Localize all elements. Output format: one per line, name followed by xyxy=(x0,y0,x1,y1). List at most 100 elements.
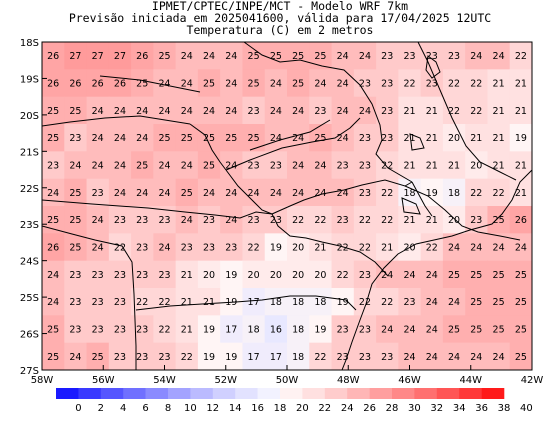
temp-cell xyxy=(487,342,511,370)
temp-cell xyxy=(242,233,266,262)
colorbar-tick-label: 14 xyxy=(229,403,242,414)
temp-value-label: 24 xyxy=(470,352,482,363)
temp-value-label: 24 xyxy=(92,106,104,117)
temp-value-label: 24 xyxy=(337,188,349,199)
temp-cell xyxy=(398,151,422,180)
temp-value-label: 22 xyxy=(493,188,505,199)
temp-value-label: 21 xyxy=(181,297,193,308)
colorbar-tick-label: 16 xyxy=(251,403,264,414)
temp-cell xyxy=(331,69,355,98)
title-line-3: Temperatura (C) em 2 metros xyxy=(186,23,374,37)
temp-value-label: 24 xyxy=(136,188,148,199)
temp-value-label: 23 xyxy=(69,270,81,281)
temp-value-label: 25 xyxy=(69,106,81,117)
colorbar-swatch xyxy=(459,388,482,399)
temp-value-label: 25 xyxy=(203,79,215,90)
temp-value-label: 25 xyxy=(470,270,482,281)
temp-cell xyxy=(331,151,355,180)
temp-cell xyxy=(64,96,88,125)
temp-value-label: 25 xyxy=(47,133,59,144)
temp-cell xyxy=(64,233,88,262)
temp-cell xyxy=(376,42,399,70)
temp-cell xyxy=(398,260,422,289)
colorbar-swatch xyxy=(123,388,146,399)
temp-value-label: 25 xyxy=(448,270,460,281)
temp-value-label: 24 xyxy=(158,106,170,117)
temp-value-label: 23 xyxy=(403,51,415,62)
temp-cell xyxy=(197,260,221,289)
temp-cell xyxy=(487,233,511,262)
temp-cell xyxy=(42,233,65,262)
temp-value-label: 20 xyxy=(248,270,260,281)
temp-cell xyxy=(108,69,132,98)
temp-cell xyxy=(108,288,132,316)
temp-cell xyxy=(353,42,377,70)
temp-value-label: 25 xyxy=(69,243,81,254)
temp-cell xyxy=(353,233,377,262)
temp-cell xyxy=(197,69,221,98)
temp-cell xyxy=(309,178,333,207)
temp-cell xyxy=(376,342,399,370)
temp-cell xyxy=(398,42,422,70)
temp-cell xyxy=(465,233,488,262)
temp-value-label: 24 xyxy=(136,106,148,117)
temp-value-label: 24 xyxy=(47,188,59,199)
temp-cell xyxy=(353,342,377,370)
temp-value-label: 23 xyxy=(114,352,126,363)
temp-value-label: 22 xyxy=(359,297,371,308)
temp-value-label: 19 xyxy=(225,270,237,281)
temp-value-label: 25 xyxy=(493,215,505,226)
temp-cell xyxy=(197,42,221,70)
temp-value-label: 24 xyxy=(270,106,282,117)
temp-cell xyxy=(353,151,377,180)
temp-value-label: 22 xyxy=(448,106,460,117)
temp-cell xyxy=(442,342,466,370)
temp-cell xyxy=(153,233,177,262)
temp-cell xyxy=(220,233,243,262)
temp-cell xyxy=(175,96,199,125)
temp-value-label: 20 xyxy=(314,270,326,281)
temp-value-label: 21 xyxy=(493,161,505,172)
colorbar-tick-label: 2 xyxy=(98,403,104,414)
temp-cell xyxy=(287,151,310,180)
temp-cell xyxy=(509,124,532,152)
temp-cell xyxy=(309,42,333,70)
temp-cell xyxy=(153,69,177,98)
temp-value-label: 24 xyxy=(270,79,282,90)
temp-cell xyxy=(331,42,355,70)
temp-value-label: 24 xyxy=(448,297,460,308)
lon-label: 52W xyxy=(214,375,237,386)
temp-cell xyxy=(220,42,243,70)
temp-value-label: 26 xyxy=(47,51,59,62)
temp-cell xyxy=(175,42,199,70)
temp-cell xyxy=(420,206,444,234)
temp-value-label: 27 xyxy=(92,51,104,62)
temp-cell xyxy=(86,206,110,234)
temp-cell xyxy=(509,42,532,70)
temp-value-label: 20 xyxy=(448,133,460,144)
temp-value-label: 24 xyxy=(448,352,460,363)
temp-cell xyxy=(175,315,199,344)
temp-cell xyxy=(398,69,422,98)
colorbar-swatch xyxy=(392,388,415,399)
temp-cell xyxy=(442,315,466,344)
temp-value-label: 21 xyxy=(426,215,438,226)
temp-value-label: 21 xyxy=(403,106,415,117)
temp-value-label: 24 xyxy=(203,51,215,62)
temp-value-label: 24 xyxy=(69,161,81,172)
temp-value-label: 25 xyxy=(248,79,260,90)
temp-cell xyxy=(86,124,110,152)
temp-value-label: 24 xyxy=(225,215,237,226)
temp-cell xyxy=(131,151,154,180)
temp-cell xyxy=(376,288,399,316)
temp-cell xyxy=(108,233,132,262)
temp-value-label: 22 xyxy=(403,79,415,90)
temp-value-label: 24 xyxy=(248,188,260,199)
colorbar-swatch xyxy=(280,388,303,399)
temp-value-label: 24 xyxy=(225,79,237,90)
temp-value-label: 24 xyxy=(292,161,304,172)
temp-cell xyxy=(398,288,422,316)
lat-label: 25S xyxy=(20,293,39,304)
temp-cell xyxy=(42,124,65,152)
